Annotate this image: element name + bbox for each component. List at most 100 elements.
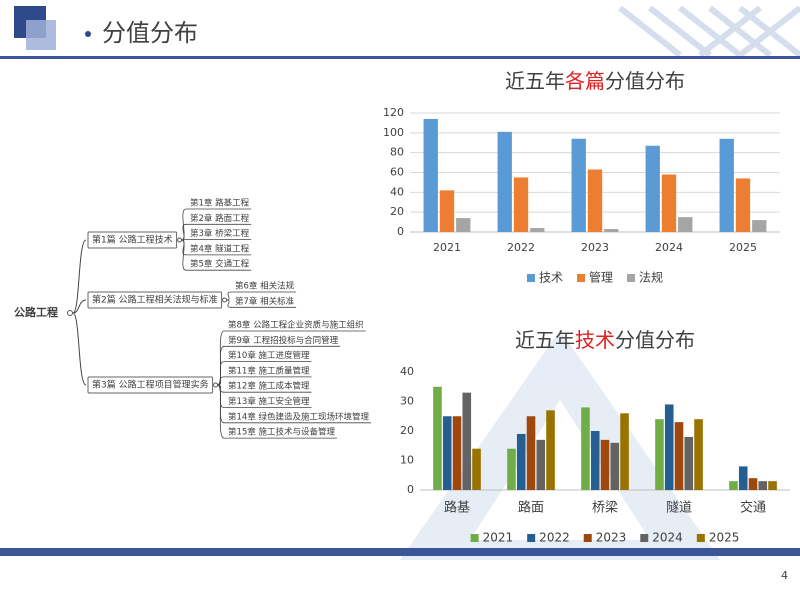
mindmap-leaf: 第10章 施工进度管理	[228, 350, 310, 361]
bar	[423, 118, 438, 232]
y-tick-label: 0	[397, 225, 404, 238]
mindmap-leaf: 第2章 路面工程	[190, 213, 250, 224]
bar	[678, 217, 693, 232]
logo-square	[26, 20, 56, 50]
chart-title-part: 各篇	[565, 69, 605, 93]
y-tick-label: 20	[390, 205, 404, 218]
bar	[752, 220, 767, 232]
legend-swatch	[576, 274, 585, 282]
bar	[530, 228, 545, 232]
bar	[462, 392, 472, 490]
bar	[587, 169, 603, 232]
chart-title-part: 近五年	[505, 69, 565, 93]
bar	[536, 439, 546, 490]
connector	[226, 299, 232, 308]
page-number: 4	[781, 569, 788, 582]
chart-title-part: 技术	[575, 328, 615, 352]
mindmap-branch: 第1篇 公路工程技术	[92, 234, 173, 246]
y-tick-label: 40	[400, 365, 414, 378]
bar	[497, 131, 512, 232]
legend-label: 2022	[539, 531, 570, 545]
chart-title: 近五年技术分值分布	[515, 328, 695, 352]
bar	[442, 416, 452, 490]
bar	[439, 190, 455, 232]
connector-dot	[177, 237, 183, 243]
mindmap-branch: 第2篇 公路工程相关法规与标准	[92, 294, 218, 306]
x-tick-label: 2023	[581, 241, 609, 254]
y-tick-label: 40	[390, 185, 404, 198]
legend-swatch	[640, 534, 649, 542]
bar	[664, 404, 674, 490]
branch-box	[87, 376, 214, 394]
connector-dot	[222, 297, 228, 303]
corner-decoration	[618, 5, 800, 58]
bar	[433, 386, 442, 490]
bullet	[85, 31, 91, 37]
x-tick-label: 交通	[740, 500, 766, 516]
bar	[546, 410, 555, 490]
mindmap-leaf: 第1章 路基工程	[190, 198, 250, 209]
bar	[738, 466, 748, 490]
x-tick-label: 桥梁	[592, 501, 618, 516]
bar	[472, 448, 481, 490]
bar	[452, 416, 462, 490]
bar	[571, 138, 586, 232]
y-tick-label: 60	[390, 166, 404, 179]
bar	[684, 436, 694, 490]
y-tick-label: 120	[383, 106, 404, 119]
bar	[694, 419, 703, 490]
branch-box	[87, 291, 223, 309]
bar	[645, 145, 660, 232]
connector	[181, 239, 187, 271]
y-tick-label: 0	[407, 483, 414, 496]
x-tick-label: 路面	[518, 500, 544, 516]
legend-label: 技术	[539, 271, 563, 285]
chart-title-part: 分值分布	[605, 69, 685, 93]
branch-box	[87, 231, 178, 249]
connector	[217, 384, 225, 439]
bar	[758, 481, 768, 490]
watermark	[400, 330, 720, 560]
legend-label: 2023	[596, 531, 627, 545]
mindmap-leaf: 第14章 绿色建造及施工现场环境管理	[228, 411, 370, 422]
bar	[674, 422, 684, 490]
legend-label: 2025	[709, 531, 740, 545]
legend-label: 管理	[589, 270, 613, 285]
bar	[620, 413, 629, 490]
chart-title-part: 分值分布	[615, 328, 695, 352]
mindmap-leaf: 第12章 施工成本管理	[228, 381, 310, 392]
bar	[655, 419, 664, 490]
x-tick-label: 2021	[433, 241, 461, 254]
bar	[719, 138, 734, 232]
mindmap-branch: 第3篇 公路工程项目管理实务	[92, 379, 209, 391]
bar	[456, 218, 471, 232]
mindmap-leaf: 第9章 工程招投标与合同管理	[228, 335, 339, 346]
connector	[181, 208, 187, 241]
connector	[217, 361, 225, 386]
connector	[72, 312, 87, 386]
bar	[661, 174, 677, 232]
mindmap-leaf: 第13章 施工安全管理	[228, 396, 310, 407]
legend-swatch	[627, 274, 636, 282]
x-tick-label: 2025	[729, 241, 757, 254]
legend-label: 法规	[639, 270, 663, 285]
legend-swatch	[526, 274, 535, 282]
y-tick-label: 20	[400, 424, 414, 437]
x-tick-label: 路基	[444, 500, 470, 516]
bar	[610, 442, 620, 490]
bar	[581, 407, 590, 490]
x-tick-label: 2022	[507, 241, 535, 254]
bar	[516, 433, 526, 490]
legend: 技术 管理 法规	[526, 270, 663, 285]
mindmap-leaf: 第15章 施工技术与设备管理	[228, 427, 336, 438]
y-tick-label: 100	[383, 126, 404, 139]
mindmap-leaf: 第11章 施工质量管理	[228, 365, 310, 376]
legend-label: 2021	[483, 531, 514, 545]
bar	[526, 416, 536, 490]
bar	[590, 431, 600, 490]
legend-swatch	[527, 534, 536, 542]
x-tick-label: 2024	[655, 241, 683, 254]
bar	[507, 448, 516, 490]
